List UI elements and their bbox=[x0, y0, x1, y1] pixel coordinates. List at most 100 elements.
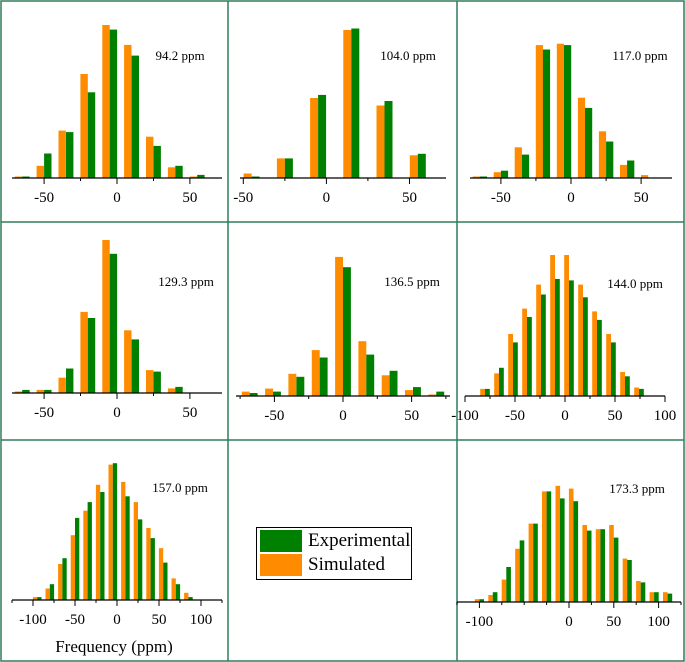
x-tick-label: 100 bbox=[647, 614, 670, 630]
bar-experimental bbox=[112, 463, 118, 600]
x-tick-label: 50 bbox=[182, 405, 197, 421]
bar-experimental bbox=[44, 153, 52, 178]
bar-simulated bbox=[556, 43, 564, 179]
x-tick-label: -100 bbox=[19, 612, 47, 628]
bar-simulated bbox=[564, 255, 569, 396]
bar-simulated bbox=[480, 388, 485, 396]
bar-simulated bbox=[528, 523, 534, 602]
bar-simulated bbox=[70, 535, 75, 600]
x-tick-label: 0 bbox=[567, 190, 575, 206]
panel-7: -100 -50 0 50 100 157.0 ppm bbox=[11, 463, 223, 628]
bar-experimental bbox=[586, 530, 592, 602]
bar-experimental bbox=[413, 387, 421, 396]
x-tick-label: 50 bbox=[606, 614, 621, 630]
x-tick-label: -100 bbox=[451, 408, 479, 424]
bar-experimental bbox=[384, 101, 393, 178]
bar-experimental bbox=[366, 354, 375, 396]
bar-experimental bbox=[479, 599, 484, 602]
bar-experimental bbox=[87, 502, 92, 600]
bar-simulated bbox=[83, 510, 88, 600]
bar-simulated bbox=[58, 377, 66, 393]
x-tick-label: -50 bbox=[491, 190, 511, 206]
bar-simulated bbox=[36, 389, 44, 393]
bar-experimental bbox=[163, 562, 168, 600]
bar-simulated bbox=[568, 488, 574, 602]
bar-simulated bbox=[663, 592, 668, 602]
bar-simulated bbox=[542, 491, 547, 602]
panel-title: 104.0 ppm bbox=[380, 48, 436, 63]
bar-simulated bbox=[405, 390, 413, 396]
bar-simulated bbox=[515, 548, 520, 602]
panel-title: 157.0 ppm bbox=[152, 480, 208, 495]
bar-simulated bbox=[428, 394, 437, 396]
bar-simulated bbox=[171, 578, 176, 600]
bar-simulated bbox=[474, 599, 480, 602]
panel-title: 117.0 ppm bbox=[612, 48, 667, 63]
bar-experimental bbox=[251, 176, 260, 178]
bar-experimental bbox=[597, 319, 602, 396]
bar-experimental bbox=[153, 145, 161, 178]
bar-experimental bbox=[667, 593, 673, 602]
x-tick-label: 50 bbox=[608, 408, 623, 424]
bar-simulated bbox=[514, 147, 522, 178]
legend: Experimental Simulated bbox=[256, 527, 412, 580]
bar-experimental bbox=[153, 371, 161, 393]
bar-experimental bbox=[627, 160, 635, 178]
bar-experimental bbox=[533, 523, 538, 602]
x-tick-label: -50 bbox=[505, 408, 525, 424]
bar-experimental bbox=[606, 141, 614, 178]
x-tick-label: 0 bbox=[113, 612, 121, 628]
bar-experimental bbox=[485, 388, 490, 396]
bar-simulated bbox=[522, 308, 527, 396]
bar-experimental bbox=[150, 538, 155, 600]
bar-simulated bbox=[167, 388, 176, 393]
x-tick-label: 0 bbox=[323, 190, 331, 206]
bar-experimental bbox=[639, 388, 644, 396]
bar-experimental bbox=[519, 540, 525, 602]
legend-label-simulated: Simulated bbox=[308, 554, 386, 575]
x-axis-label: Frequency (ppm) bbox=[55, 637, 173, 656]
bar-experimental bbox=[500, 170, 509, 178]
bar-experimental bbox=[513, 342, 518, 396]
bar-simulated bbox=[36, 165, 44, 178]
bar-simulated bbox=[146, 136, 154, 178]
bar-experimental bbox=[100, 492, 105, 600]
bar-simulated bbox=[146, 528, 151, 600]
bar-experimental bbox=[273, 391, 281, 396]
bar-simulated bbox=[536, 284, 541, 396]
bar-experimental bbox=[66, 132, 74, 178]
bar-simulated bbox=[592, 311, 597, 396]
bar-experimental bbox=[66, 368, 74, 393]
panel-title: 94.2 ppm bbox=[155, 48, 204, 63]
bar-experimental bbox=[555, 279, 560, 396]
bar-experimental bbox=[527, 317, 532, 396]
bar-simulated bbox=[102, 240, 110, 393]
panel-5: -50 0 50 136.5 ppm bbox=[236, 256, 450, 424]
bar-simulated bbox=[358, 341, 367, 396]
bar-simulated bbox=[577, 97, 586, 178]
bar-experimental bbox=[436, 391, 445, 396]
panel-4: -50 0 50 129.3 ppm bbox=[12, 240, 222, 421]
bar-simulated bbox=[598, 131, 607, 178]
bar-simulated bbox=[265, 388, 273, 396]
bar-simulated bbox=[622, 558, 628, 602]
bar-experimental bbox=[87, 318, 96, 393]
bar-simulated bbox=[578, 284, 583, 396]
bar-experimental bbox=[87, 92, 96, 178]
bar-experimental bbox=[654, 592, 659, 602]
bar-simulated bbox=[488, 595, 493, 602]
bar-simulated bbox=[243, 173, 252, 178]
bar-simulated bbox=[620, 164, 628, 178]
bar-simulated bbox=[310, 98, 319, 178]
bar-experimental bbox=[37, 597, 42, 600]
x-tick-label: -50 bbox=[34, 190, 54, 206]
x-tick-label: -100 bbox=[466, 614, 494, 630]
bar-simulated bbox=[276, 158, 285, 178]
bar-experimental bbox=[109, 29, 118, 178]
bar-experimental bbox=[109, 253, 118, 393]
bar-experimental bbox=[188, 597, 193, 600]
bar-simulated bbox=[158, 548, 164, 600]
bar-simulated bbox=[80, 311, 88, 393]
bar-simulated bbox=[343, 30, 352, 178]
